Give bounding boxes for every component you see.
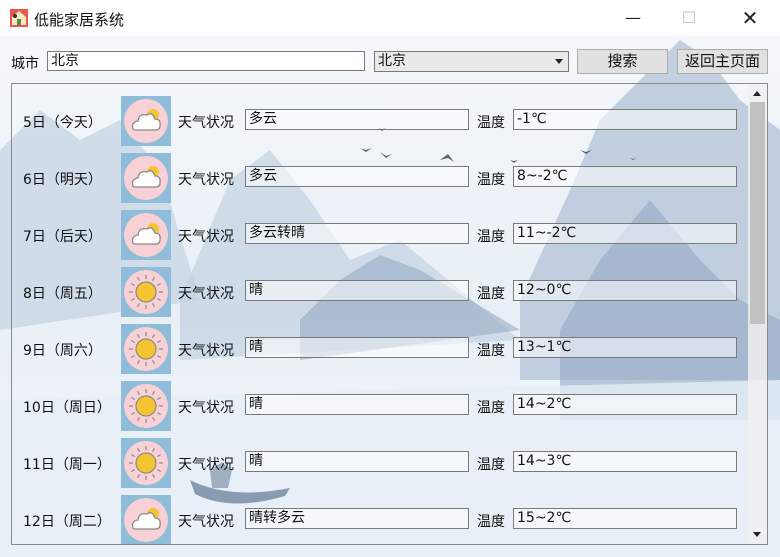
vertical-scrollbar[interactable] [748,84,767,544]
day-label: 12日（周二） [23,514,111,530]
day-label: 6日（明天） [23,172,102,188]
condition-field[interactable]: 多云 [245,109,469,130]
cloudy-icon [121,210,171,260]
day-label: 10日（周日） [23,400,111,416]
day-label: 11日（周一） [23,457,111,473]
window-title: 低能家居系统 [34,11,125,29]
city-input[interactable]: 北京 [47,51,365,71]
temperature-label: 温度 [477,457,505,473]
condition-label: 天气状况 [178,343,234,359]
condition-field[interactable]: 晴 [245,394,469,415]
temperature-label: 温度 [477,229,505,245]
day-label: 7日（后天） [23,229,102,245]
maximize-button[interactable]: ☐ [681,8,697,27]
forecast-row: 5日（今天） 天气状况 多云 温度 -1℃ [12,84,747,146]
temperature-field[interactable]: 14~2℃ [513,394,737,415]
condition-field[interactable]: 晴 [245,337,469,358]
temperature-field[interactable]: 14~3℃ [513,451,737,472]
day-label: 8日（周五） [23,286,102,302]
scroll-up-button[interactable] [748,85,767,102]
forecast-row: 9日（周六） 天气状况晴温度 13~1℃ [12,312,747,374]
arrow-up-icon [753,91,761,96]
temperature-field[interactable]: 12~0℃ [513,280,737,301]
temperature-field[interactable]: 13~1℃ [513,337,737,358]
forecast-row: 8日（周五） 天气状况晴温度 12~0℃ [12,255,747,317]
city-select-value: 北京 [378,53,406,69]
condition-label: 天气状况 [178,229,234,245]
condition-label: 天气状况 [178,172,234,188]
return-home-button[interactable]: 返回主页面 [677,49,768,74]
city-label: 城市 [11,56,39,72]
temperature-label: 温度 [477,400,505,416]
temperature-label: 温度 [477,286,505,302]
temperature-field[interactable]: -1℃ [513,109,737,130]
condition-label: 天气状况 [178,514,234,530]
forecast-row: 11日（周一） 天气状况晴温度 14~3℃ [12,426,747,488]
condition-field[interactable]: 晴 [245,280,469,301]
day-label: 5日（今天） [23,115,102,131]
forecast-row: 10日（周日） 天气状况晴温度 14~2℃ [12,369,747,431]
condition-label: 天气状况 [178,400,234,416]
city-select[interactable]: 北京 [374,51,569,72]
chevron-down-icon [555,59,563,64]
arrow-down-icon [753,532,761,537]
sunny-icon [121,438,171,488]
minimize-button[interactable]: — [625,8,641,27]
condition-label: 天气状况 [178,457,234,473]
condition-field[interactable]: 多云 [245,166,469,187]
cloudy-icon [121,96,171,146]
sunny-icon [121,267,171,317]
forecast-row: 6日（明天） 天气状况 多云 温度 8~-2℃ [12,141,747,203]
temperature-label: 温度 [477,514,505,530]
day-label: 9日（周六） [23,343,102,359]
close-button[interactable]: ✕ [741,6,759,30]
condition-label: 天气状况 [178,115,234,131]
forecast-list[interactable]: 5日（今天） 天气状况 多云 温度 -1℃ 6日（明天） 天气状况 多云 温度 8~-2℃ 7日（后… [11,83,768,545]
temperature-label: 温度 [477,172,505,188]
temperature-field[interactable]: 8~-2℃ [513,166,737,187]
temperature-label: 温度 [477,115,505,131]
scroll-down-button[interactable] [748,526,767,543]
sunny-icon [121,381,171,431]
condition-field[interactable]: 晴转多云 [245,508,469,529]
condition-field[interactable]: 晴 [245,451,469,472]
temperature-field[interactable]: 11~-2℃ [513,223,737,244]
temperature-label: 温度 [477,343,505,359]
sunny-icon [121,324,171,374]
forecast-row: 7日（后天） 天气状况 多云转晴 温度 11~-2℃ [12,198,747,260]
forecast-row: 12日（周二） 天气状况 晴转多云 温度 15~2℃ [12,483,747,544]
title-bar: 低能家居系统 — ☐ ✕ [0,0,780,36]
condition-label: 天气状况 [178,286,234,302]
search-button[interactable]: 搜索 [577,49,668,74]
scroll-thumb[interactable] [750,102,765,324]
condition-field[interactable]: 多云转晴 [245,223,469,244]
temperature-field[interactable]: 15~2℃ [513,508,737,529]
cloudy-icon [121,153,171,203]
cloudy-icon [121,495,171,544]
app-house-icon [10,9,28,27]
